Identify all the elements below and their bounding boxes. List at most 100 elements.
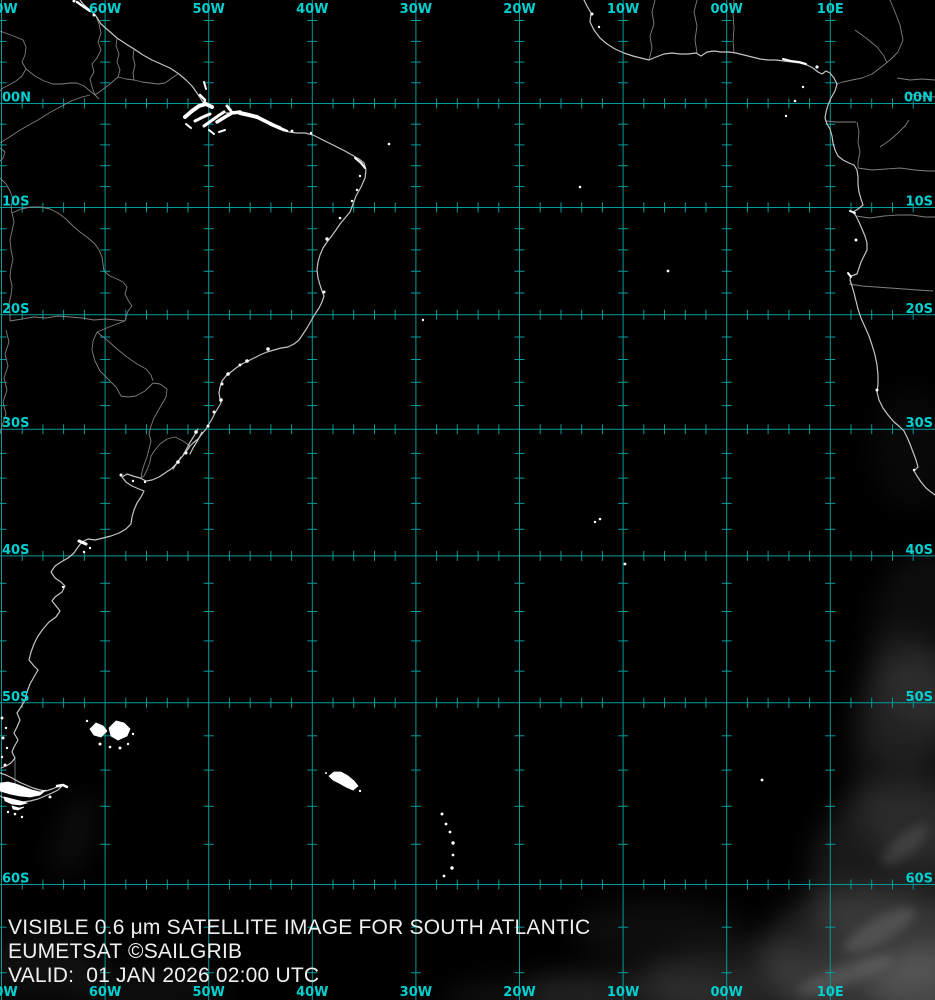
border-line xyxy=(96,320,126,333)
bright-feature xyxy=(198,93,207,106)
longitude-label-top: 20W xyxy=(503,2,535,17)
border-line xyxy=(115,37,121,78)
longitude-label-bottom: 30W xyxy=(400,985,432,1000)
border-line xyxy=(857,167,935,172)
bright-feature xyxy=(354,157,366,169)
latitude-label-right: 30S xyxy=(906,416,933,431)
longitude-label-top: 40W xyxy=(296,2,328,17)
border-line xyxy=(0,329,10,435)
bright-feature xyxy=(77,539,88,546)
bright-features xyxy=(0,0,916,878)
island-dot xyxy=(442,874,446,878)
island-dot xyxy=(98,742,102,746)
bright-feature xyxy=(208,129,215,135)
island-dot xyxy=(387,142,391,146)
island-dot xyxy=(593,520,597,524)
bright-feature xyxy=(268,122,286,132)
bright-feature xyxy=(75,0,92,13)
island-patch xyxy=(108,720,131,741)
border-line xyxy=(91,331,154,398)
latitude-label-left: 20S xyxy=(2,302,29,317)
island-dot xyxy=(126,742,130,746)
island-dot xyxy=(801,85,805,89)
island-dot xyxy=(194,430,198,434)
island-dot xyxy=(912,468,916,472)
border-line xyxy=(89,15,102,96)
island-dot xyxy=(421,318,425,322)
island-dot xyxy=(815,65,819,69)
latitude-label-left: 60S xyxy=(2,872,29,887)
island-dot xyxy=(309,131,313,135)
latitude-label-left: 50S xyxy=(2,690,29,705)
border-line xyxy=(94,73,179,96)
island-dot xyxy=(358,174,362,178)
island-dot xyxy=(238,363,242,367)
island-dot xyxy=(118,746,122,750)
island-dot xyxy=(219,398,223,402)
island-dot xyxy=(108,745,112,749)
coastline xyxy=(0,112,367,769)
longitude-label-top: 70W xyxy=(0,2,18,17)
latitude-label-right: 10S xyxy=(906,195,933,210)
latitude-label-left: 30S xyxy=(2,416,29,431)
longitude-label-bottom: 00W xyxy=(710,985,742,1000)
island-dot xyxy=(451,853,455,857)
island-dot xyxy=(448,830,452,834)
island-dot xyxy=(3,763,7,767)
bright-feature xyxy=(202,110,226,128)
island-dot xyxy=(666,269,670,273)
island-dot xyxy=(20,815,24,819)
island-dot xyxy=(1,736,5,740)
island-dot xyxy=(176,460,180,464)
island-dot xyxy=(5,746,9,750)
island-dot xyxy=(793,99,797,103)
border-line xyxy=(0,30,27,92)
border-line xyxy=(856,121,861,168)
border-line xyxy=(11,206,133,322)
island-dot xyxy=(450,866,454,870)
latitude-label-right: 00N xyxy=(904,91,933,106)
island-dot xyxy=(184,451,188,455)
island-dot xyxy=(72,0,76,3)
island-patch xyxy=(89,722,108,738)
island-dot xyxy=(266,347,270,351)
island-dot xyxy=(760,778,764,782)
bright-feature xyxy=(782,58,807,65)
border-line xyxy=(848,283,934,292)
island-dot xyxy=(82,550,86,554)
bright-feature xyxy=(193,112,212,123)
bright-feature xyxy=(55,783,69,789)
longitude-label-bottom: 50W xyxy=(192,985,224,1000)
latitude-label-right: 20S xyxy=(906,302,933,317)
island-dot xyxy=(226,372,230,376)
island-dot xyxy=(355,188,359,192)
longitude-label-top: 10E xyxy=(817,2,844,17)
island-dot xyxy=(578,185,582,189)
border-line xyxy=(879,119,910,148)
island-dot xyxy=(212,410,216,414)
island-dot xyxy=(440,812,444,816)
longitude-label-bottom: 60W xyxy=(89,985,121,1000)
map-credit-annotation: EUMETSAT ©SAILGRIB xyxy=(8,940,243,963)
longitude-label-bottom: 10W xyxy=(607,985,639,1000)
bright-feature xyxy=(203,81,207,90)
island-dot xyxy=(598,517,602,521)
border-line xyxy=(25,68,100,100)
longitude-label-bottom: 40W xyxy=(296,985,328,1000)
island-dot xyxy=(143,480,147,484)
bright-feature xyxy=(847,272,852,278)
island-dot xyxy=(290,129,294,133)
latitude-label-right: 60S xyxy=(906,872,933,887)
longitude-label-top: 60W xyxy=(89,2,121,17)
country-borders xyxy=(0,0,935,786)
border-line xyxy=(0,94,91,144)
bright-feature xyxy=(185,123,192,129)
island-dot xyxy=(875,388,879,392)
island-dot xyxy=(245,359,249,363)
latitude-label-left: 10S xyxy=(2,195,29,210)
island-dot xyxy=(623,562,627,566)
island-dot xyxy=(119,473,123,477)
